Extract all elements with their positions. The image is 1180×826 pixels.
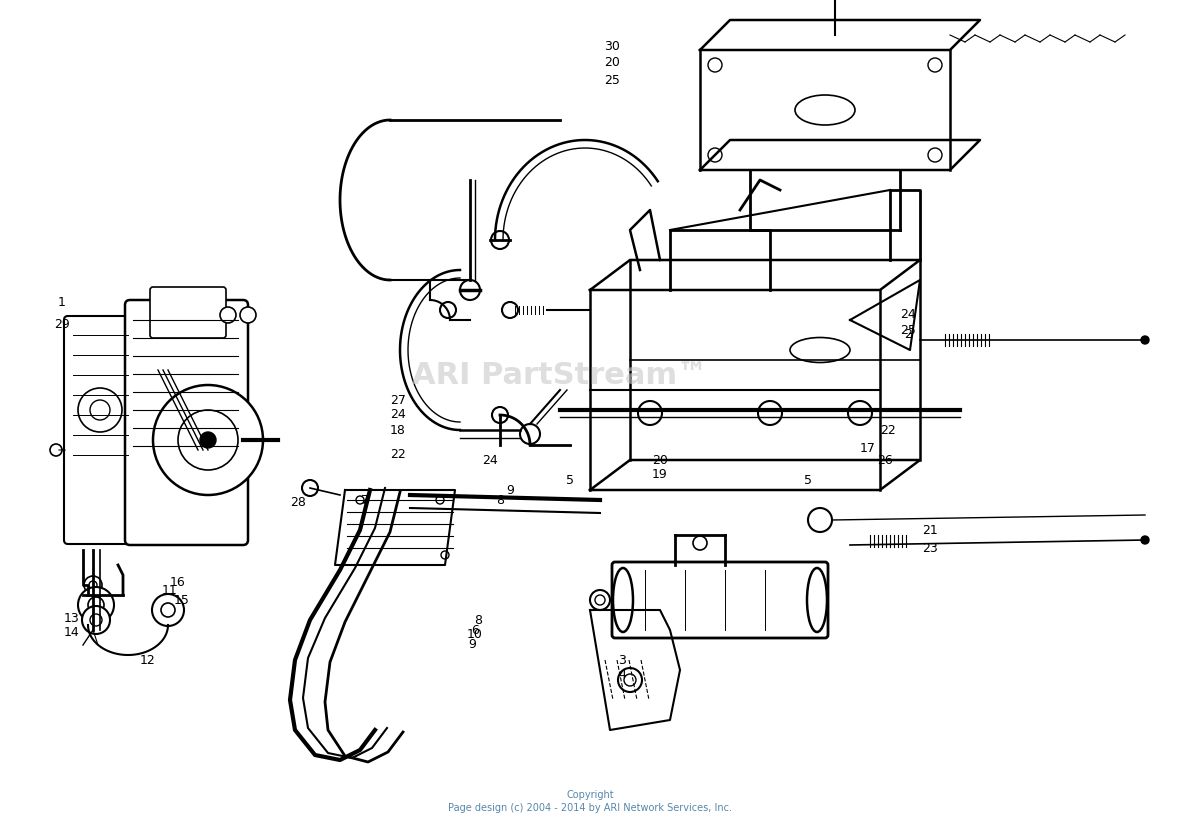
Circle shape <box>708 58 722 72</box>
Text: 12: 12 <box>140 653 156 667</box>
FancyBboxPatch shape <box>150 287 227 338</box>
Ellipse shape <box>807 568 827 632</box>
Circle shape <box>520 424 540 444</box>
Circle shape <box>927 148 942 162</box>
Circle shape <box>78 388 122 432</box>
Text: 8: 8 <box>474 614 481 626</box>
FancyBboxPatch shape <box>612 562 828 638</box>
Circle shape <box>78 587 114 623</box>
Text: Copyright: Copyright <box>566 790 614 800</box>
Text: 20: 20 <box>653 453 668 467</box>
Circle shape <box>441 551 450 559</box>
FancyBboxPatch shape <box>125 300 248 545</box>
Text: 15: 15 <box>175 594 190 606</box>
Circle shape <box>153 385 263 495</box>
Circle shape <box>88 597 104 613</box>
Text: 9: 9 <box>506 483 514 496</box>
Circle shape <box>160 603 175 617</box>
Circle shape <box>693 536 707 550</box>
Text: 3: 3 <box>618 653 625 667</box>
Text: 8: 8 <box>496 493 504 506</box>
Circle shape <box>491 231 509 249</box>
Circle shape <box>152 594 184 626</box>
Circle shape <box>219 307 236 323</box>
Text: 6: 6 <box>471 624 479 637</box>
Text: 21: 21 <box>922 524 938 537</box>
Text: 27: 27 <box>391 393 406 406</box>
Text: 13: 13 <box>64 611 80 624</box>
Text: 28: 28 <box>290 496 306 509</box>
Circle shape <box>595 595 605 605</box>
Circle shape <box>492 407 509 423</box>
Text: 4: 4 <box>618 668 625 681</box>
Circle shape <box>460 280 480 300</box>
Text: 5: 5 <box>566 473 573 487</box>
Circle shape <box>90 400 110 420</box>
Circle shape <box>590 590 610 610</box>
Text: 7: 7 <box>361 493 369 506</box>
Text: 9: 9 <box>468 638 476 652</box>
Text: 17: 17 <box>860 442 876 454</box>
Text: 1: 1 <box>58 297 66 310</box>
Text: 11: 11 <box>162 583 178 596</box>
Circle shape <box>356 496 363 504</box>
Text: 16: 16 <box>170 577 186 590</box>
Text: 24: 24 <box>900 308 916 321</box>
Circle shape <box>848 401 872 425</box>
Text: ARI PartStream™: ARI PartStream™ <box>412 360 708 390</box>
Circle shape <box>502 302 518 318</box>
Circle shape <box>240 307 256 323</box>
Circle shape <box>84 576 101 594</box>
Text: 24: 24 <box>483 453 498 467</box>
Text: 20: 20 <box>604 56 620 69</box>
Text: 2: 2 <box>904 329 912 341</box>
Circle shape <box>50 444 63 456</box>
Circle shape <box>88 581 97 589</box>
FancyBboxPatch shape <box>64 316 137 544</box>
Text: 22: 22 <box>391 449 406 462</box>
Circle shape <box>758 401 782 425</box>
Text: 29: 29 <box>54 319 70 331</box>
Circle shape <box>618 668 642 692</box>
Text: 26: 26 <box>877 453 893 467</box>
Circle shape <box>90 614 101 626</box>
Text: Page design (c) 2004 - 2014 by ARI Network Services, Inc.: Page design (c) 2004 - 2014 by ARI Netwo… <box>448 803 732 813</box>
Circle shape <box>440 302 455 318</box>
Circle shape <box>1141 536 1149 544</box>
Text: 22: 22 <box>880 424 896 436</box>
Circle shape <box>638 401 662 425</box>
Text: 14: 14 <box>64 626 80 639</box>
Text: 25: 25 <box>900 324 916 336</box>
Circle shape <box>624 674 636 686</box>
Ellipse shape <box>612 568 632 632</box>
Text: 5: 5 <box>804 473 812 487</box>
Text: 30: 30 <box>604 40 620 54</box>
Text: 10: 10 <box>467 629 483 642</box>
Circle shape <box>199 432 216 448</box>
Ellipse shape <box>789 338 850 363</box>
Circle shape <box>927 58 942 72</box>
Text: 19: 19 <box>653 468 668 482</box>
Circle shape <box>302 480 317 496</box>
Text: 25: 25 <box>604 74 620 87</box>
Circle shape <box>1141 336 1149 344</box>
Ellipse shape <box>795 95 856 125</box>
Text: 24: 24 <box>391 409 406 421</box>
Text: 18: 18 <box>391 424 406 436</box>
Circle shape <box>708 148 722 162</box>
Circle shape <box>178 410 238 470</box>
Circle shape <box>808 508 832 532</box>
Text: 23: 23 <box>922 542 938 554</box>
Circle shape <box>81 606 110 634</box>
Circle shape <box>435 496 444 504</box>
